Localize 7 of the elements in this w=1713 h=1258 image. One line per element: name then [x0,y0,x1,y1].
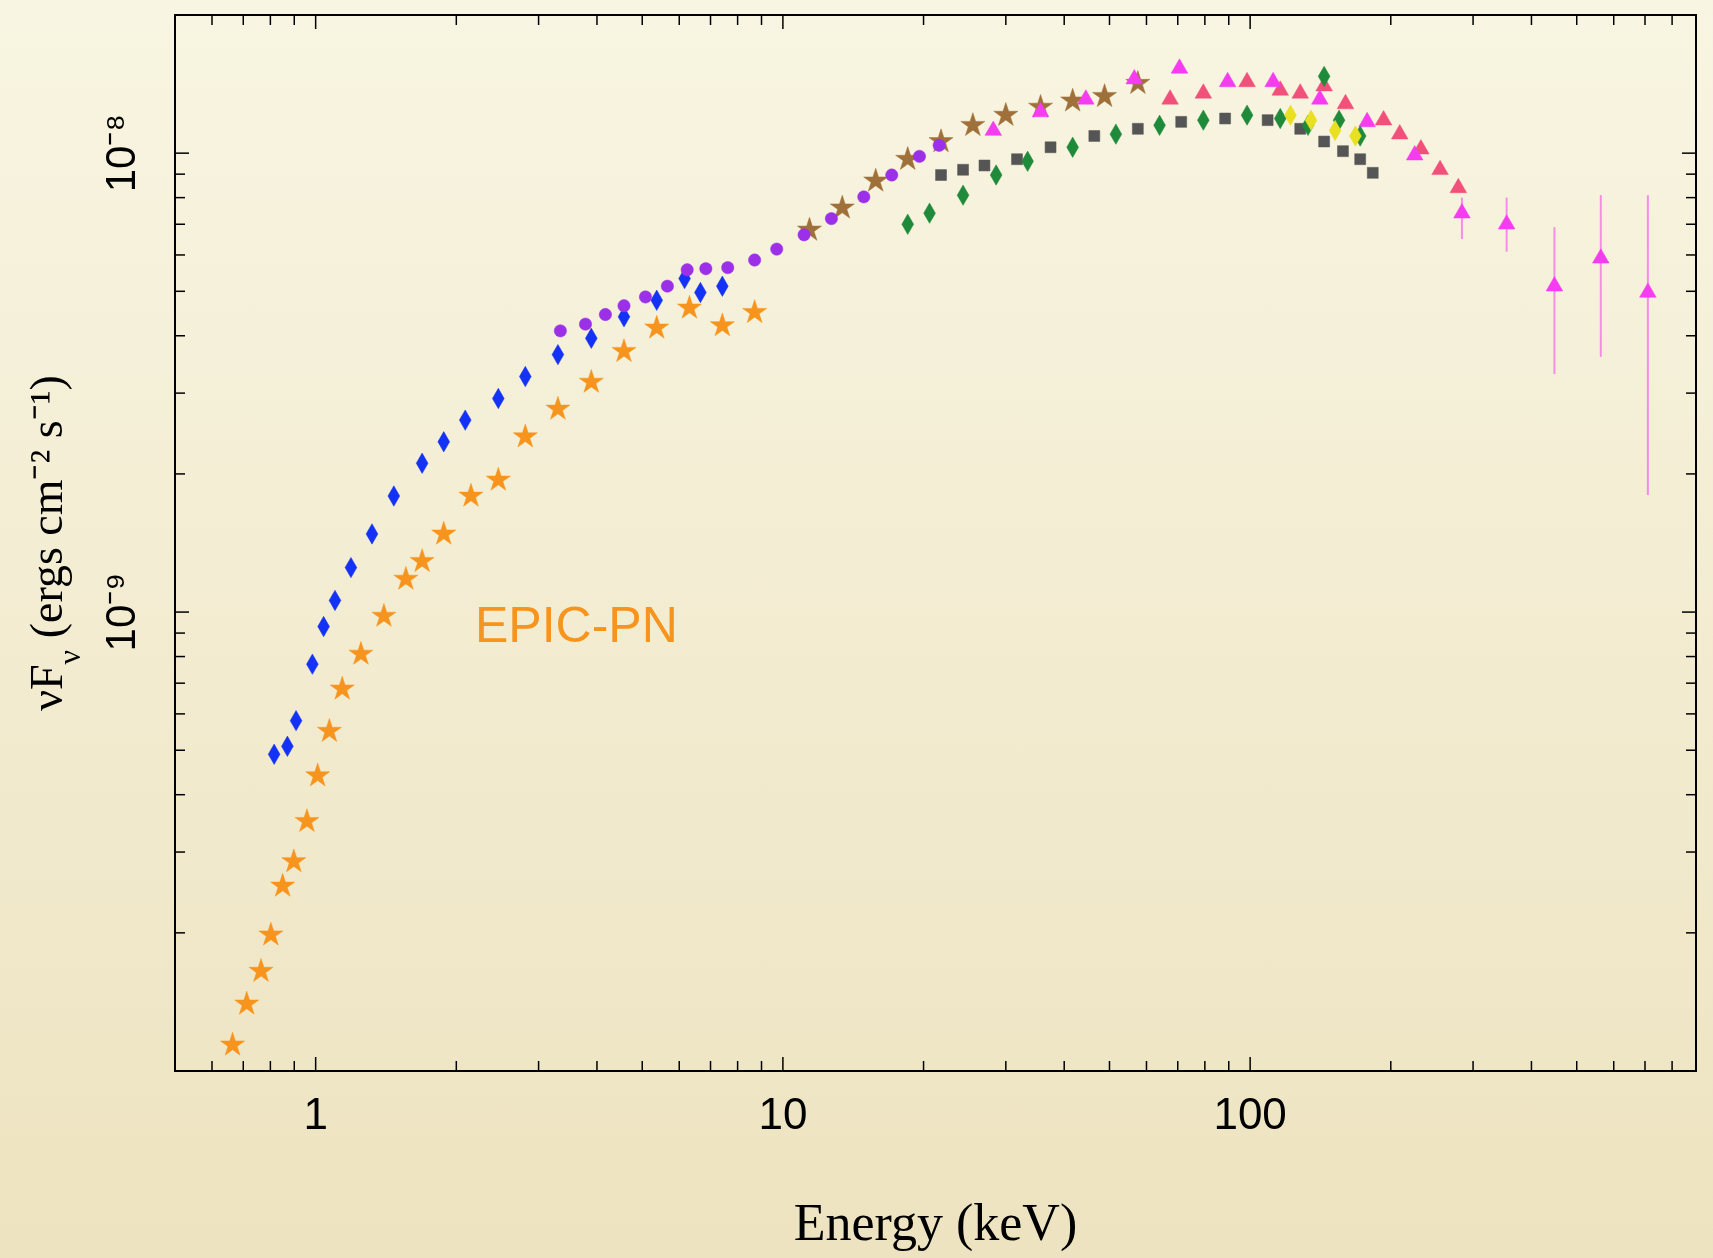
x-tick-label: 100 [1213,1089,1287,1138]
y-tick-label: 10⁻⁸ [97,113,144,193]
x-axis-title: Energy (keV) [793,1194,1078,1252]
x-tick-label: 1 [303,1089,328,1138]
x-tick-label: 10 [758,1089,808,1138]
series-label: EPIC-PN [475,597,678,653]
y-tick-label: 10⁻⁹ [97,572,144,652]
